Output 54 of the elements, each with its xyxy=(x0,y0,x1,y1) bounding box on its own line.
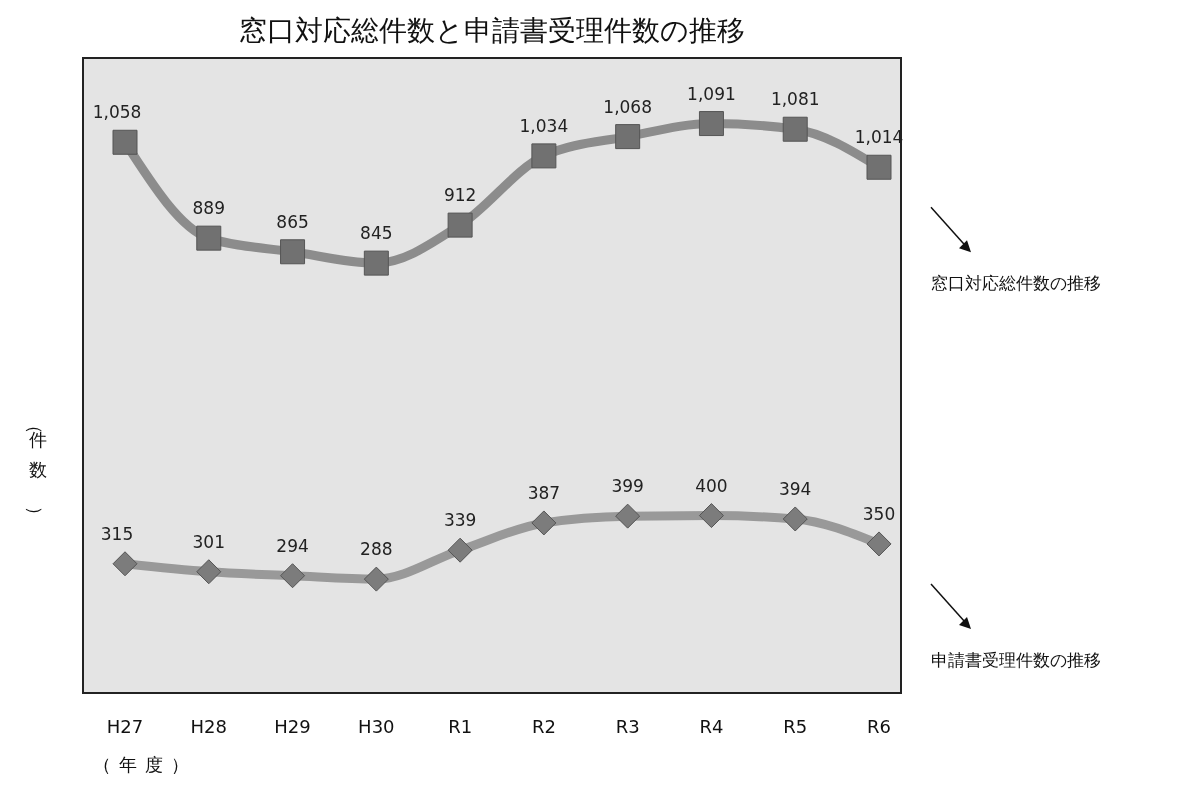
point xyxy=(112,129,138,155)
point xyxy=(196,225,222,251)
x-tick-label: H29 xyxy=(274,716,311,737)
x-tick-label: H27 xyxy=(106,716,144,737)
data-label: 889 xyxy=(192,198,225,219)
data-label: 1,081 xyxy=(770,89,820,110)
data-label: 339 xyxy=(443,510,477,531)
x-axis-title: （年度） xyxy=(93,754,197,775)
x-tick-label: R3 xyxy=(615,716,640,737)
data-label: 865 xyxy=(276,211,309,232)
x-tick-label: R1 xyxy=(448,716,473,737)
point xyxy=(866,531,892,557)
data-label: 1,068 xyxy=(603,96,652,117)
point xyxy=(698,111,724,137)
data-label: 912 xyxy=(443,185,477,206)
x-tick-label: H28 xyxy=(190,716,227,737)
x-tick-label: R4 xyxy=(699,716,724,737)
data-label: 288 xyxy=(360,539,393,560)
data-label: 294 xyxy=(276,535,309,556)
x-tick-label: H30 xyxy=(358,716,395,737)
data-label: 1,091 xyxy=(687,83,736,104)
point xyxy=(615,503,641,529)
point xyxy=(782,506,808,532)
data-label: 301 xyxy=(192,531,225,552)
point xyxy=(615,124,641,150)
point xyxy=(363,250,389,276)
x-tick-label: R2 xyxy=(531,716,556,737)
data-label: 387 xyxy=(527,482,561,503)
data-label: 1,058 xyxy=(92,102,142,123)
x-tick-label: R5 xyxy=(783,716,808,737)
data-label: 315 xyxy=(100,523,134,544)
x-tick-label: R6 xyxy=(867,716,891,737)
chart-title: 窓口対応総件数と申請書受理件数の推移 xyxy=(239,14,745,47)
point xyxy=(280,239,306,265)
point xyxy=(196,559,222,585)
data-label: 399 xyxy=(611,476,644,497)
text: 申請書受理件数の推移 xyxy=(931,649,1101,670)
data-label: 394 xyxy=(779,478,812,499)
data-label: 1,034 xyxy=(519,115,569,136)
point xyxy=(280,563,306,589)
point xyxy=(866,154,892,180)
data-label: 350 xyxy=(862,503,896,524)
point xyxy=(447,212,473,238)
point xyxy=(531,510,557,536)
data-label: 400 xyxy=(695,475,728,496)
point xyxy=(447,537,473,563)
point xyxy=(531,143,557,169)
text: 窓口対応総件数の推移 xyxy=(931,273,1101,294)
text: （件数） xyxy=(25,415,47,524)
data-label: 845 xyxy=(360,223,393,244)
point xyxy=(782,116,808,142)
point xyxy=(112,551,138,577)
point xyxy=(363,566,389,592)
point xyxy=(698,503,724,529)
